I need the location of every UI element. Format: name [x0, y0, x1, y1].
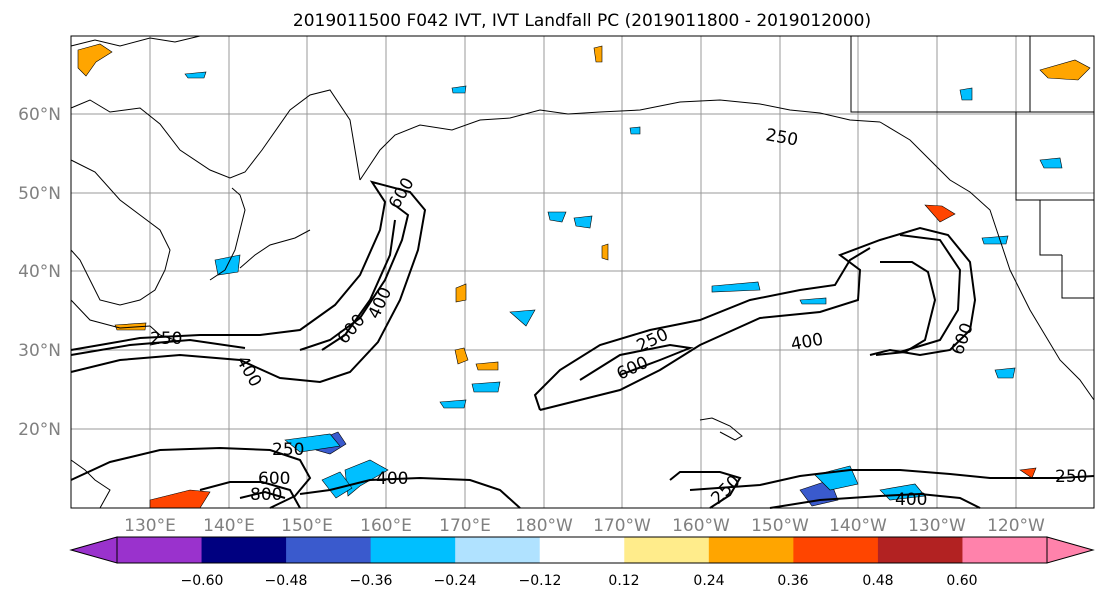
- graticule: [71, 36, 1094, 508]
- contour-label: 250: [1055, 467, 1087, 487]
- colorbar-segment: [793, 537, 879, 563]
- colorbar-segment: [117, 537, 203, 563]
- colorbar-segment: [286, 537, 372, 563]
- lat-label: 20°N: [18, 420, 61, 440]
- colorbar-segment: [708, 537, 794, 563]
- ivt-anomaly-patches: [77, 43, 1091, 509]
- figure-title: 2019011500 F042 IVT, IVT Landfall PC (20…: [293, 11, 871, 31]
- lon-label: 160°W: [672, 516, 730, 536]
- coastlines: [70, 35, 1095, 509]
- colorbar-outline: [116, 536, 1048, 564]
- colorbar-tick-label: 0.48: [862, 573, 893, 589]
- lat-label: 50°N: [18, 184, 61, 204]
- colorbar-segment: [539, 537, 625, 563]
- lon-label: 160°E: [360, 516, 412, 536]
- colorbar-tick-label: 0.12: [608, 573, 639, 589]
- contour-label: 400: [376, 469, 408, 489]
- lat-axis-labels: 60°N 50°N 40°N 30°N 20°N: [18, 105, 61, 440]
- lon-axis-labels: 130°E 140°E 150°E 160°E 170°E 180°W 170°…: [124, 516, 1045, 536]
- colorbar-tick-label: −0.12: [519, 573, 562, 589]
- colorbar-arrow-max: [1046, 536, 1095, 564]
- lon-label: 150°W: [751, 516, 809, 536]
- colorbar-tick-label: −0.24: [434, 573, 477, 589]
- colorbar-segment: [962, 537, 1048, 563]
- contour-label: 250: [272, 440, 304, 460]
- contour-label: 250: [150, 329, 182, 349]
- lon-label: 170°W: [593, 516, 651, 536]
- contour-label: 400: [895, 490, 927, 510]
- ivt-contours: [70, 180, 1095, 509]
- colorbar-ticks: −0.60 −0.48 −0.36 −0.24 −0.12 0.12 0.24 …: [181, 573, 978, 589]
- colorbar-segment: [201, 537, 287, 563]
- lon-label: 130°W: [908, 516, 966, 536]
- colorbar-tick-label: −0.48: [265, 573, 308, 589]
- lat-label: 30°N: [18, 341, 61, 361]
- lon-label: 180°W: [515, 516, 573, 536]
- lat-label: 40°N: [18, 262, 61, 282]
- lat-label: 60°N: [18, 105, 61, 125]
- colorbar-segment: [877, 537, 963, 563]
- contour-label: 600: [258, 469, 290, 489]
- lon-label: 120°W: [987, 516, 1045, 536]
- lon-label: 140°W: [829, 516, 887, 536]
- colorbar: [69, 536, 1095, 564]
- map-panel: 250 400 600 600 400 250 250 600 400 600 …: [70, 35, 1095, 510]
- colorbar-tick-label: −0.36: [350, 573, 393, 589]
- colorbar-tick-label: −0.60: [181, 573, 224, 589]
- colorbar-tick-label: 0.36: [777, 573, 808, 589]
- lon-label: 170°E: [439, 516, 491, 536]
- contour-label: 800: [250, 485, 282, 505]
- colorbar-segment: [455, 537, 541, 563]
- colorbar-segment: [624, 537, 710, 563]
- lon-label: 150°E: [281, 516, 333, 536]
- lon-label: 140°E: [203, 516, 255, 536]
- colorbar-arrow-min: [69, 536, 118, 564]
- colorbar-tick-label: 0.24: [693, 573, 724, 589]
- colorbar-segment: [370, 537, 456, 563]
- colorbar-tick-label: 0.60: [946, 573, 977, 589]
- lon-label: 130°E: [124, 516, 176, 536]
